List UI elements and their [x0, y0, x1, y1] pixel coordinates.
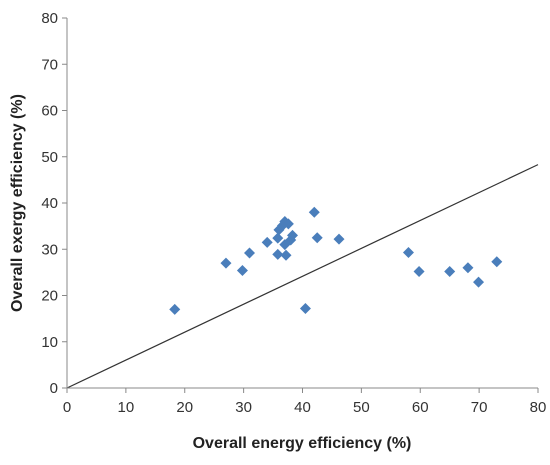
y-tick-label: 80	[41, 10, 58, 27]
x-tick-label: 10	[118, 399, 135, 416]
data-point	[286, 229, 298, 241]
x-tick-label: 0	[63, 399, 71, 416]
x-tick-label: 80	[530, 399, 547, 416]
x-tick-label: 60	[412, 399, 429, 416]
data-point	[444, 265, 456, 277]
data-point	[169, 303, 181, 315]
data-point	[491, 256, 503, 268]
data-point	[311, 232, 323, 244]
data-point	[261, 236, 273, 248]
data-point	[282, 218, 294, 230]
y-tick-label: 30	[41, 241, 58, 258]
y-tick-label: 40	[41, 195, 58, 212]
plot-area	[66, 164, 539, 389]
data-point	[333, 233, 345, 245]
x-tick-label: 20	[176, 399, 193, 416]
reference-line	[66, 164, 539, 389]
data-point	[280, 249, 292, 261]
y-tick-label: 20	[41, 288, 58, 305]
y-tick-label: 10	[41, 334, 58, 351]
x-tick-label: 50	[353, 399, 370, 416]
data-point	[473, 276, 485, 288]
data-point	[462, 262, 474, 274]
data-point	[272, 232, 284, 244]
x-tick-label: 70	[471, 399, 488, 416]
data-point	[272, 248, 284, 260]
y-tick-label: 60	[41, 103, 58, 120]
axes: 0 10 20 30 40 50 60 70 80 0 10 20 30 40 50 60 70 80	[41, 10, 546, 416]
data-point	[236, 265, 248, 277]
y-tick-label: 70	[41, 56, 58, 73]
x-tick-label: 40	[294, 399, 311, 416]
y-tick-label: 0	[50, 380, 58, 397]
x-tick-label: 30	[235, 399, 252, 416]
x-axis-title: Overall energy efficiency (%)	[193, 435, 412, 452]
data-point	[299, 302, 311, 314]
y-tick-label: 50	[41, 149, 58, 166]
y-axis-title: Overall exergy efficiency (%)	[9, 94, 26, 312]
data-point	[220, 257, 232, 269]
data-point	[413, 265, 425, 277]
data-point	[308, 206, 320, 218]
data-layer	[169, 206, 503, 315]
data-point	[244, 247, 256, 259]
data-point	[402, 246, 414, 258]
